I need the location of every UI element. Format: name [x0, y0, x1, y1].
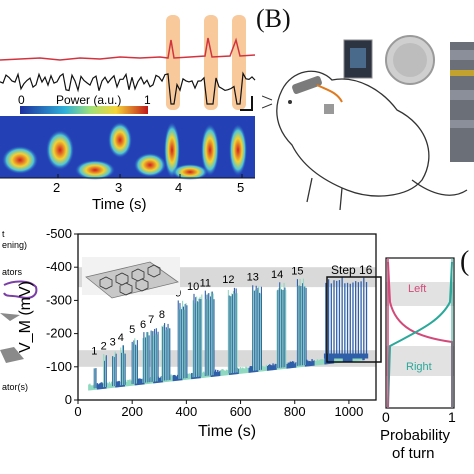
step16-box — [326, 276, 382, 363]
x-tick: 0 — [74, 404, 81, 419]
panel-label-b: (B) — [256, 4, 291, 33]
step-label: 13 — [247, 271, 259, 283]
left-label: ator(s) — [2, 382, 28, 392]
connector-shape — [3, 280, 38, 299]
colorbar-min: 0 — [18, 93, 25, 107]
x-tick: 200 — [121, 404, 143, 419]
step-label: 3 — [110, 337, 116, 349]
event-highlight — [232, 15, 246, 110]
x-tick: 800 — [284, 404, 306, 419]
spectrogram-hotspots — [2, 122, 247, 180]
x-tick: 0 — [382, 409, 390, 425]
implant-device — [292, 76, 322, 94]
left-turn-label: Left — [408, 283, 426, 295]
step-label: 14 — [271, 269, 283, 281]
rat-implant-illustration — [262, 35, 474, 211]
event-highlight — [166, 15, 180, 110]
left-label: t — [2, 229, 5, 239]
left-label: ators — [2, 267, 23, 277]
step-label: 4 — [118, 332, 124, 344]
right-probability-curve — [387, 261, 453, 409]
step16-label: Step 16 — [331, 263, 373, 277]
lfp-trace — [0, 71, 256, 105]
step-label: 1 — [91, 346, 97, 358]
x-tick: 600 — [230, 404, 252, 419]
x-tick: 2 — [53, 180, 60, 195]
y-tick: -500 — [46, 226, 72, 241]
x-axis-label: Time (s) — [198, 423, 256, 440]
step-label: 7 — [148, 314, 154, 326]
right-turn-label: Right — [406, 361, 432, 373]
y-tick: -300 — [46, 292, 72, 307]
x-tick: 4 — [175, 180, 182, 195]
x-tick: 1000 — [334, 404, 363, 419]
colorbar — [20, 106, 148, 114]
y-tick: -100 — [46, 359, 72, 374]
left-probability-curve — [387, 261, 453, 408]
membrane-potential-chart: 0 200 400 600 800 1000 0 -100 -200 -300 -400 -500 Ti… — [17, 226, 382, 440]
x-tick: 400 — [176, 404, 198, 419]
x-axis-label: Probability — [380, 427, 451, 444]
step-label: 10 — [187, 281, 199, 293]
device-stack — [450, 42, 474, 162]
graphene-inset — [82, 257, 180, 299]
x-tick: 5 — [237, 180, 244, 195]
step-label: 12 — [222, 274, 234, 286]
step-label: 15 — [291, 266, 303, 278]
left-partial-panel: t ening) ators ator(s) — [0, 229, 38, 392]
y-axis-label: V_M (mV) — [17, 281, 34, 353]
left-label: ening) — [2, 240, 27, 250]
y-tick: -200 — [46, 326, 72, 341]
x-axis-label: Time (s) — [92, 196, 146, 213]
step-label: 5 — [129, 324, 135, 336]
step-label: 11 — [200, 277, 211, 289]
turn-probability-plot: Left Right 0 1 Probability of turn — [380, 257, 456, 462]
x-tick: 3 — [115, 180, 122, 195]
colorbar-max: 1 — [144, 93, 151, 107]
colorbar-label: Power (a.u.) — [56, 93, 121, 107]
y-tick: 0 — [65, 392, 72, 407]
x-tick: 1 — [448, 409, 456, 425]
scale-bar — [240, 96, 253, 111]
rat-outline — [276, 70, 430, 197]
panel-label-c: ( — [460, 246, 470, 277]
panel-a-figure: 0 Power (a.u.) 1 2 3 4 5 Time (s) — [0, 15, 256, 213]
step-label: 6 — [140, 319, 146, 331]
x-axis-label: of turn — [392, 445, 435, 462]
power-trace — [0, 37, 256, 61]
step-label: 8 — [159, 309, 165, 321]
y-tick: -400 — [46, 259, 72, 274]
plot-frame — [77, 233, 377, 401]
step-label: 2 — [101, 341, 107, 353]
